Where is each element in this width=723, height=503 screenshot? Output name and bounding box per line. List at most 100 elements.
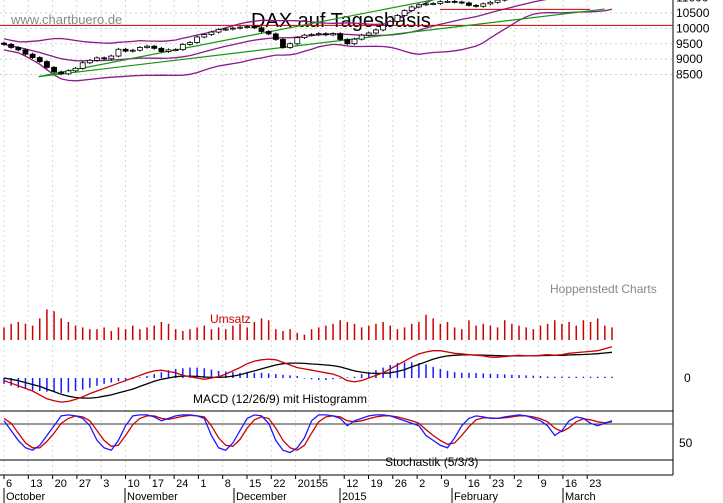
candle-body	[280, 39, 286, 48]
x-tick-label: 17	[152, 478, 164, 490]
candle-body	[351, 38, 358, 45]
x-tick-label: 16	[468, 478, 480, 490]
candle-body	[165, 49, 172, 52]
x-tick-label: 2	[419, 478, 425, 490]
stochastic-fast-line	[3, 414, 613, 454]
candle-body	[101, 57, 108, 60]
watermark: www.chartbuero.de	[10, 12, 122, 27]
month-label: March	[565, 491, 596, 503]
month-label: December	[236, 491, 287, 503]
candle-body	[387, 20, 394, 26]
x-tick-label: 27	[79, 478, 91, 490]
candle-body	[272, 33, 279, 40]
candle-body	[215, 29, 222, 33]
candles	[1, 0, 508, 76]
macd-line	[3, 346, 613, 403]
candle-body	[480, 3, 487, 7]
candle-body	[151, 45, 158, 49]
candle-body	[408, 6, 415, 11]
stochastic-lines	[3, 414, 613, 454]
candle-body	[15, 47, 22, 51]
bollinger-middle	[3, 0, 547, 62]
price-tick-label: 10000	[676, 21, 710, 35]
candle-body	[251, 26, 258, 29]
x-tick-label: 22	[273, 478, 285, 490]
candle-body	[308, 34, 315, 36]
candle-body	[423, 3, 429, 6]
candle-body	[22, 49, 29, 55]
horizontal-lines	[0, 8, 673, 26]
candle-body	[258, 27, 265, 32]
macd-tick-labels: 0	[684, 371, 691, 385]
candle-body	[229, 27, 236, 30]
month-label: February	[454, 491, 499, 503]
candle-body	[473, 4, 479, 7]
price-tick-label: 9000	[676, 52, 703, 66]
candle-body	[8, 43, 15, 48]
candle-body	[444, 0, 451, 3]
candle-body	[344, 39, 351, 45]
candle-body	[79, 62, 86, 69]
candle-body	[437, 1, 444, 4]
candle-body	[287, 43, 294, 48]
x-tick-label: 23	[492, 478, 504, 490]
macd-lines	[3, 346, 613, 403]
candle-body	[380, 24, 387, 31]
x-tick-label: 9	[443, 478, 449, 490]
x-tick-label: 2	[516, 478, 522, 490]
price-tick-label: 9500	[676, 37, 703, 51]
candle-body	[86, 59, 93, 64]
stochastic-tick-labels: 50	[679, 436, 693, 450]
candle-body	[301, 34, 308, 39]
stochastic-tick-label: 50	[679, 436, 693, 450]
candle-body	[179, 43, 186, 50]
candle-body	[187, 42, 193, 45]
candle-body	[172, 49, 179, 51]
candle-body	[144, 45, 150, 48]
panel-borders	[0, 0, 674, 476]
price-tick-label: 10500	[676, 6, 710, 20]
candle-body	[194, 36, 201, 43]
candle-body	[29, 53, 36, 58]
candle-body	[94, 57, 100, 61]
candle-body	[466, 2, 472, 6]
x-tick-label: 12	[346, 478, 358, 490]
macd-label: MACD (12/26/9) mit Histogramm	[193, 392, 367, 406]
candle-body	[458, 1, 465, 4]
candle-body	[365, 32, 372, 36]
credit-label: Hoppenstedt Charts	[550, 282, 657, 296]
volume-label: Umsatz	[210, 312, 251, 326]
candle-body	[244, 26, 251, 28]
grid-lines	[0, 0, 673, 475]
candle-body	[265, 31, 272, 35]
price-tick-label: 11000	[676, 0, 709, 5]
candle-body	[494, 0, 501, 3]
candle-body	[330, 33, 336, 36]
candle-body	[1, 42, 7, 45]
candle-body	[58, 71, 65, 75]
x-tick-label: 24	[176, 478, 188, 490]
trendline-2	[38, 8, 605, 78]
candle-body	[487, 1, 494, 5]
candle-body	[315, 33, 322, 36]
candle-body	[222, 28, 229, 31]
candle-body	[72, 67, 79, 72]
candle-body	[237, 26, 243, 29]
candle-body	[137, 47, 143, 51]
stochastic-slow-line	[3, 414, 613, 451]
candle-body	[322, 33, 329, 36]
x-tick-label: 5	[322, 478, 328, 490]
macd-tick-label: 0	[684, 371, 691, 385]
bollinger-upper	[3, 0, 435, 44]
x-tick-label: 10	[128, 478, 140, 490]
x-tick-label: 8	[225, 478, 231, 490]
candle-body	[122, 48, 129, 52]
candle-body	[294, 37, 301, 45]
x-tick-label: 23	[589, 478, 601, 490]
x-tick-label: 9	[541, 478, 547, 490]
x-tick-label: 15	[249, 478, 261, 490]
candle-body	[51, 66, 57, 73]
volume-bars	[3, 309, 613, 340]
month-label: November	[127, 491, 178, 503]
